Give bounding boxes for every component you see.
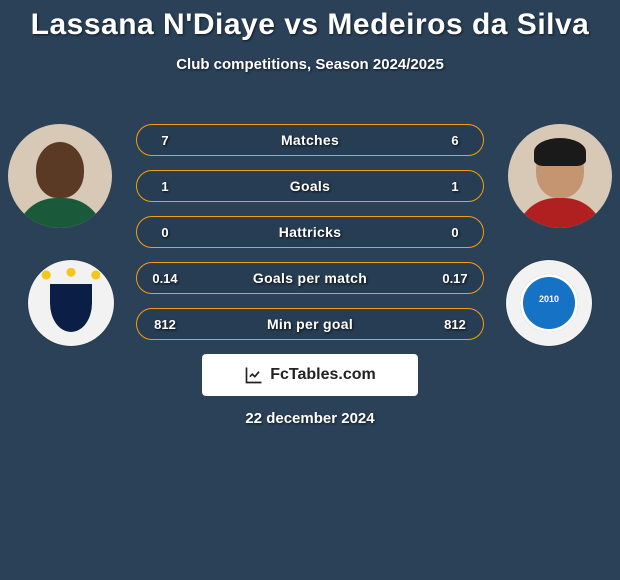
stat-label: Goals per match bbox=[193, 270, 427, 286]
branding-text: FcTables.com bbox=[270, 366, 376, 384]
stat-left-value: 0.14 bbox=[137, 271, 193, 286]
stat-left-value: 812 bbox=[137, 317, 193, 332]
stat-right-value: 6 bbox=[427, 133, 483, 148]
stat-row-matches: 7 Matches 6 bbox=[136, 124, 484, 156]
player-left-portrait bbox=[8, 124, 112, 228]
stats-block: 7 Matches 6 1 Goals 1 0 Hattricks 0 0.14… bbox=[136, 124, 484, 354]
player-left-head bbox=[36, 142, 84, 198]
club-logo-right bbox=[506, 260, 592, 346]
stat-left-value: 1 bbox=[137, 179, 193, 194]
stat-left-value: 7 bbox=[137, 133, 193, 148]
page-title: Lassana N'Diaye vs Medeiros da Silva bbox=[0, 0, 620, 42]
player-right-shirt bbox=[516, 198, 604, 228]
chart-icon bbox=[244, 365, 264, 385]
stat-right-value: 812 bbox=[427, 317, 483, 332]
stat-right-value: 0 bbox=[427, 225, 483, 240]
branding-badge[interactable]: FcTables.com bbox=[202, 354, 418, 396]
stat-label: Goals bbox=[193, 178, 427, 194]
player-left-shirt bbox=[16, 198, 104, 228]
stat-right-value: 0.17 bbox=[427, 271, 483, 286]
stat-label: Matches bbox=[193, 132, 427, 148]
subtitle: Club competitions, Season 2024/2025 bbox=[0, 56, 620, 73]
stat-label: Min per goal bbox=[193, 316, 427, 332]
stat-row-hattricks: 0 Hattricks 0 bbox=[136, 216, 484, 248]
stat-row-min-per-goal: 812 Min per goal 812 bbox=[136, 308, 484, 340]
club-logo-left bbox=[28, 260, 114, 346]
stat-right-value: 1 bbox=[427, 179, 483, 194]
player-right-hair bbox=[534, 138, 586, 166]
date-text: 22 december 2024 bbox=[0, 410, 620, 427]
stat-left-value: 0 bbox=[137, 225, 193, 240]
stat-row-goals-per-match: 0.14 Goals per match 0.17 bbox=[136, 262, 484, 294]
stat-label: Hattricks bbox=[193, 224, 427, 240]
player-right-portrait bbox=[508, 124, 612, 228]
stat-row-goals: 1 Goals 1 bbox=[136, 170, 484, 202]
